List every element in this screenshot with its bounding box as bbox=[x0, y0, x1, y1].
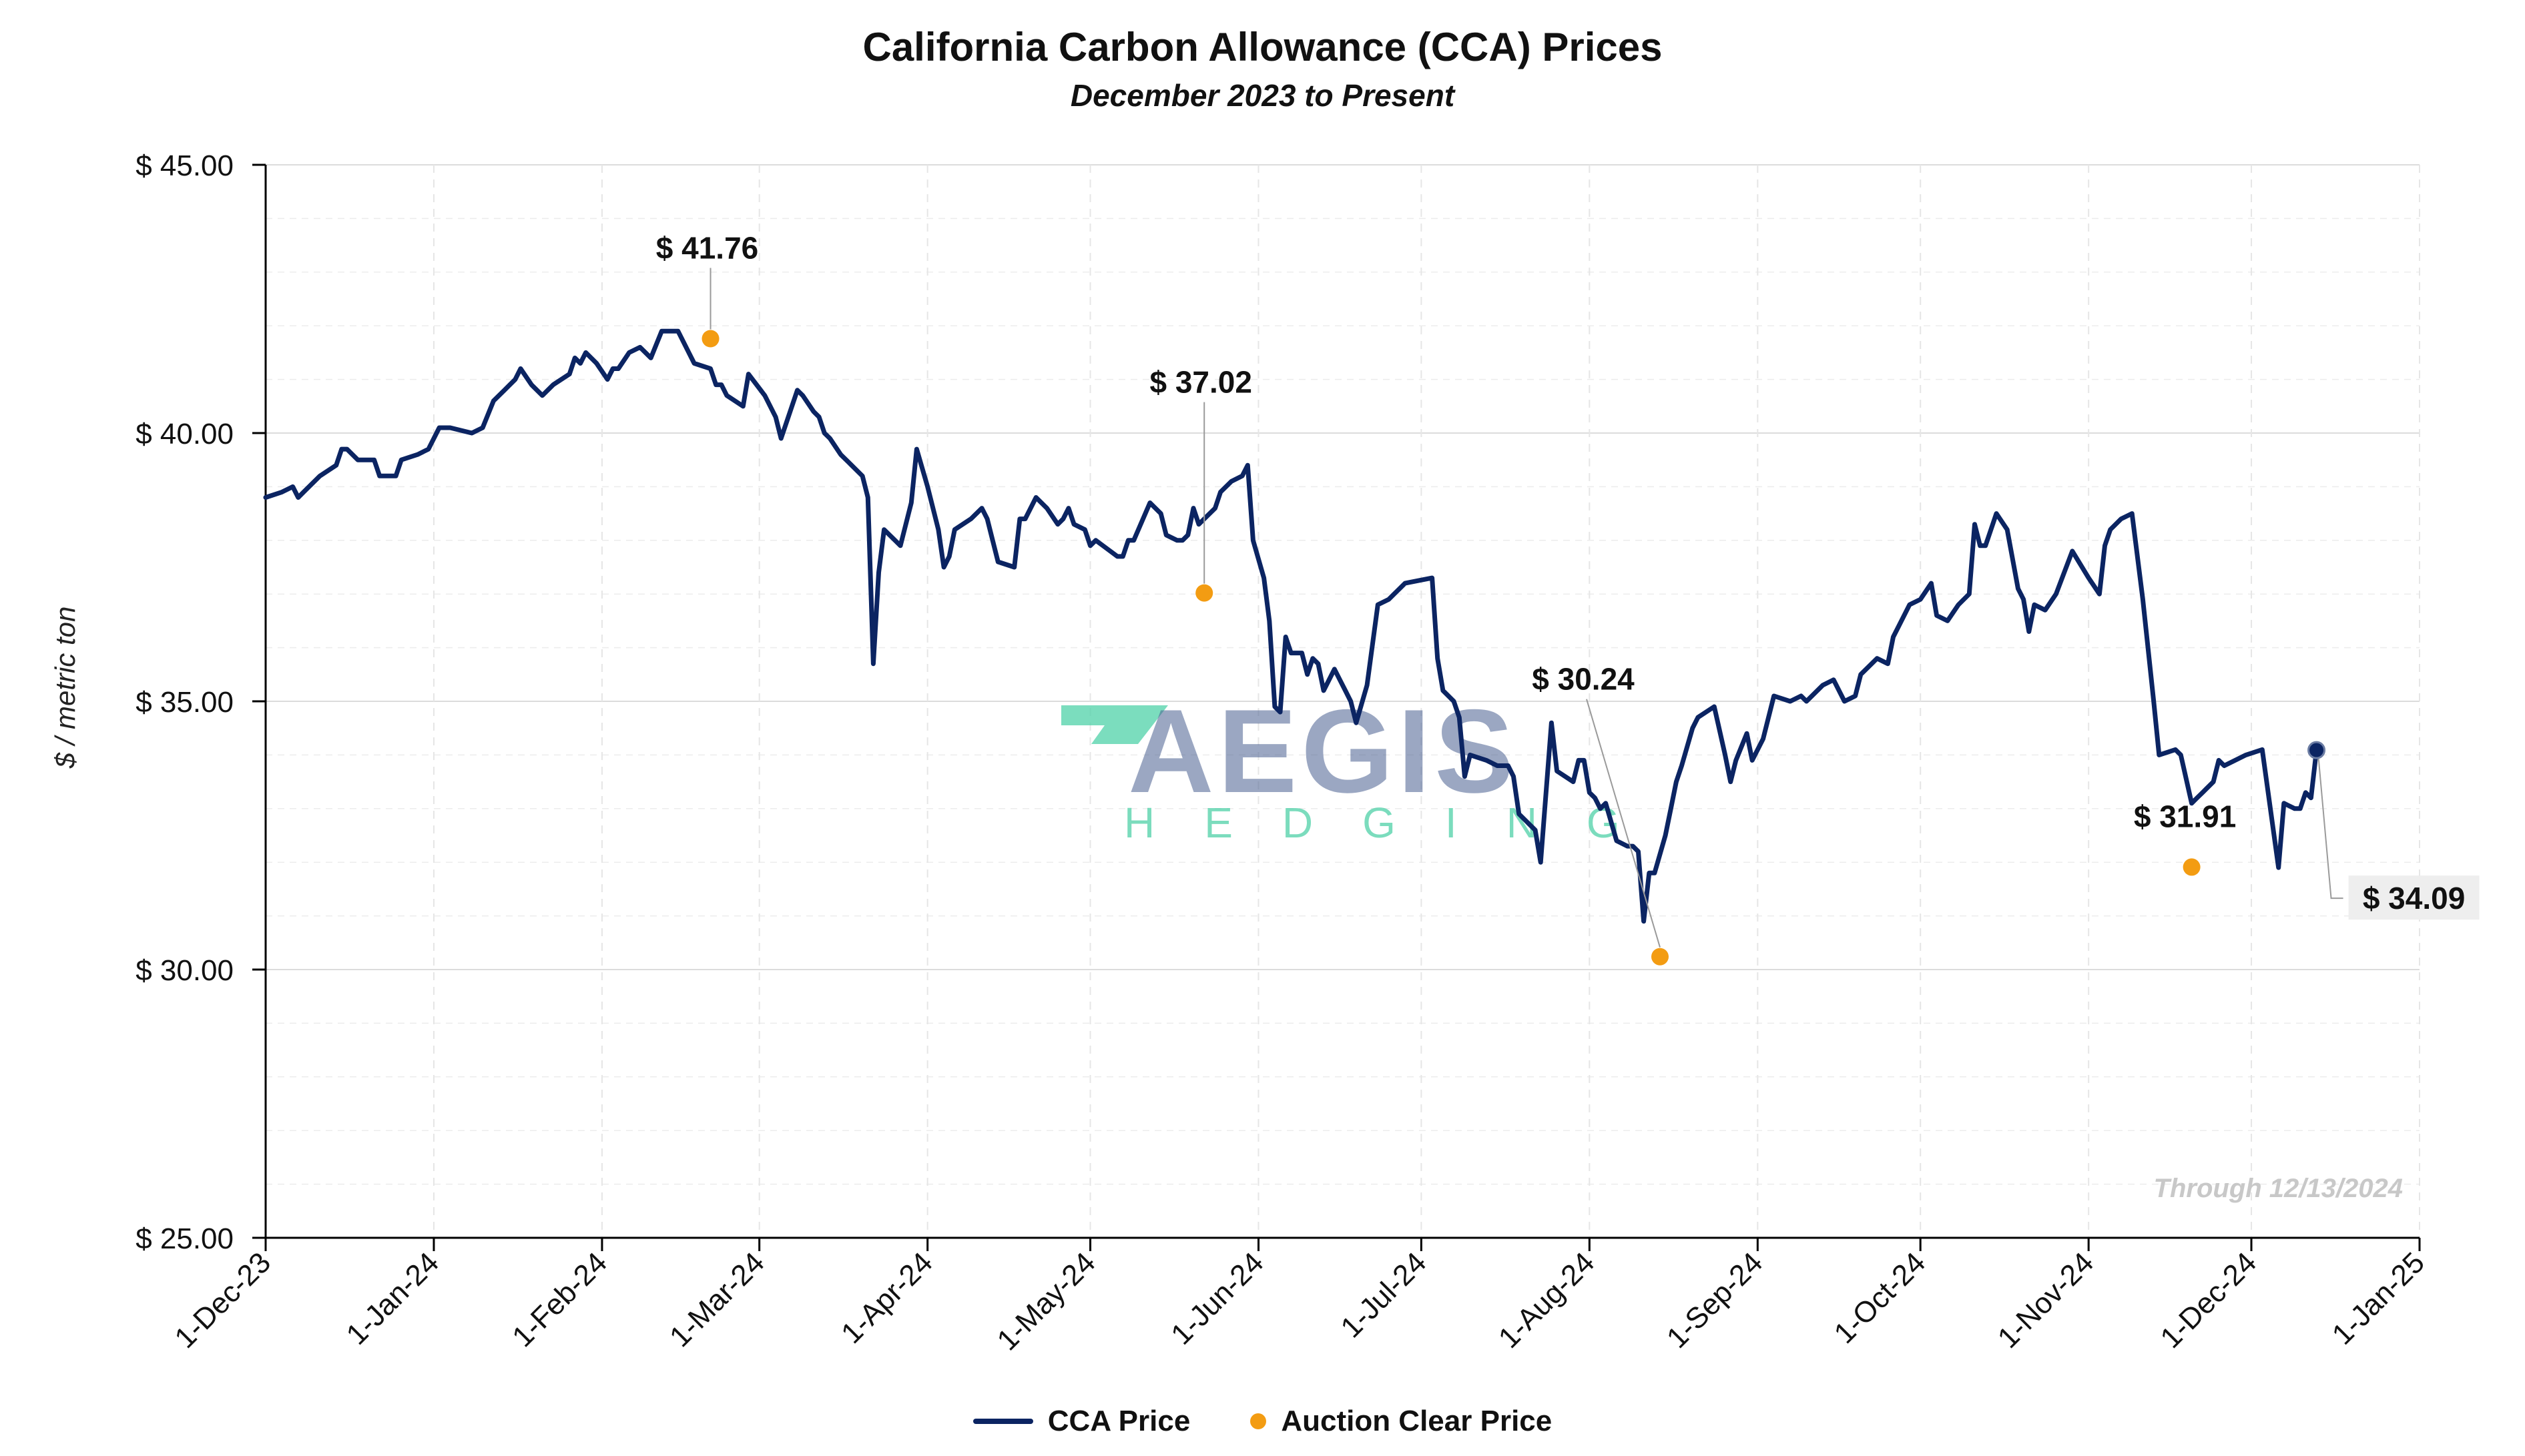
x-tick-label: 1-Aug-24 bbox=[1492, 1246, 1601, 1355]
legend-line-swatch bbox=[972, 1419, 1033, 1424]
auction-point bbox=[1651, 948, 1669, 966]
legend-dot-swatch bbox=[1250, 1413, 1267, 1429]
y-tick-label: $ 35.00 bbox=[135, 686, 234, 719]
legend-item-cca-price: CCA Price bbox=[972, 1405, 1191, 1438]
auction-point bbox=[2183, 858, 2201, 876]
x-tick-label: 1-Apr-24 bbox=[835, 1246, 939, 1350]
y-tick-label: $ 25.00 bbox=[135, 1222, 234, 1255]
chart-subtitle: December 2023 to Present bbox=[1070, 78, 1455, 113]
last-value-box bbox=[2348, 875, 2480, 920]
y-tick-label: $ 45.00 bbox=[135, 149, 234, 182]
x-tick-label: 1-Nov-24 bbox=[1992, 1246, 2100, 1355]
legend-item-auction: Auction Clear Price bbox=[1250, 1405, 1552, 1438]
x-tick-label: 1-Feb-24 bbox=[506, 1246, 613, 1353]
watermark: AEGIS HEDGING bbox=[1061, 685, 1669, 847]
legend-label-auction: Auction Clear Price bbox=[1281, 1405, 1553, 1437]
x-tick-label: 1-Jan-24 bbox=[340, 1246, 445, 1351]
x-tick-label: 1-Jan-25 bbox=[2326, 1246, 2431, 1351]
legend-label-cca-price: CCA Price bbox=[1047, 1405, 1191, 1437]
watermark-main-text: AEGIS bbox=[1128, 685, 1518, 817]
cca-price-line bbox=[263, 328, 2319, 924]
auction-point bbox=[1195, 584, 1213, 602]
x-axis-ticks: 1-Dec-23 1-Jan-24 1-Feb-24 1-Mar-24 1-Apr-24… bbox=[168, 1238, 2431, 1357]
x-tick-label: 1-Sep-24 bbox=[1661, 1246, 1769, 1355]
through-date-note: Through 12/13/2024 bbox=[2154, 1174, 2403, 1203]
x-tick-label: 1-May-24 bbox=[991, 1246, 1102, 1357]
last-value-point bbox=[2307, 741, 2326, 759]
x-tick-label: 1-Oct-24 bbox=[1828, 1246, 1932, 1350]
x-tick-label: 1-Jun-24 bbox=[1165, 1246, 1270, 1351]
y-tick-label: $ 40.00 bbox=[135, 418, 234, 450]
last-value-marker: $ 34.09 bbox=[2307, 741, 2480, 920]
grid-lines bbox=[265, 164, 2420, 1238]
x-tick-label: 1-Dec-23 bbox=[168, 1246, 277, 1355]
x-tick-label: 1-Mar-24 bbox=[663, 1246, 771, 1353]
x-tick-label: 1-Jul-24 bbox=[1334, 1246, 1432, 1344]
auction-value-label: $ 30.24 bbox=[1532, 662, 1635, 697]
legend: CCA Price Auction Clear Price bbox=[0, 1405, 2525, 1438]
auction-points: $ 41.76 $ 37.02 $ 30.24 $ 31.91 bbox=[656, 230, 2236, 966]
watermark-logo-mark bbox=[1061, 705, 1168, 744]
auction-point bbox=[702, 330, 720, 348]
y-axis-ticks: $ 25.00 $ 30.00 $ 35.00 $ 40.00 $ 45.00 bbox=[135, 149, 266, 1255]
auction-value-label: $ 31.91 bbox=[2134, 799, 2236, 833]
auction-leader-line bbox=[1586, 699, 1661, 948]
chart-title: California Carbon Allowance (CCA) Prices bbox=[862, 25, 1663, 69]
y-tick-label: $ 30.00 bbox=[135, 954, 234, 987]
auction-value-label: $ 37.02 bbox=[1149, 365, 1251, 400]
auction-value-label: $ 41.76 bbox=[656, 230, 758, 265]
x-tick-label: 1-Dec-24 bbox=[2154, 1246, 2263, 1355]
last-value-leader-line bbox=[2317, 750, 2343, 899]
watermark-sub-text: HEDGING bbox=[1124, 799, 1669, 847]
last-value-label: $ 34.09 bbox=[2363, 881, 2465, 916]
